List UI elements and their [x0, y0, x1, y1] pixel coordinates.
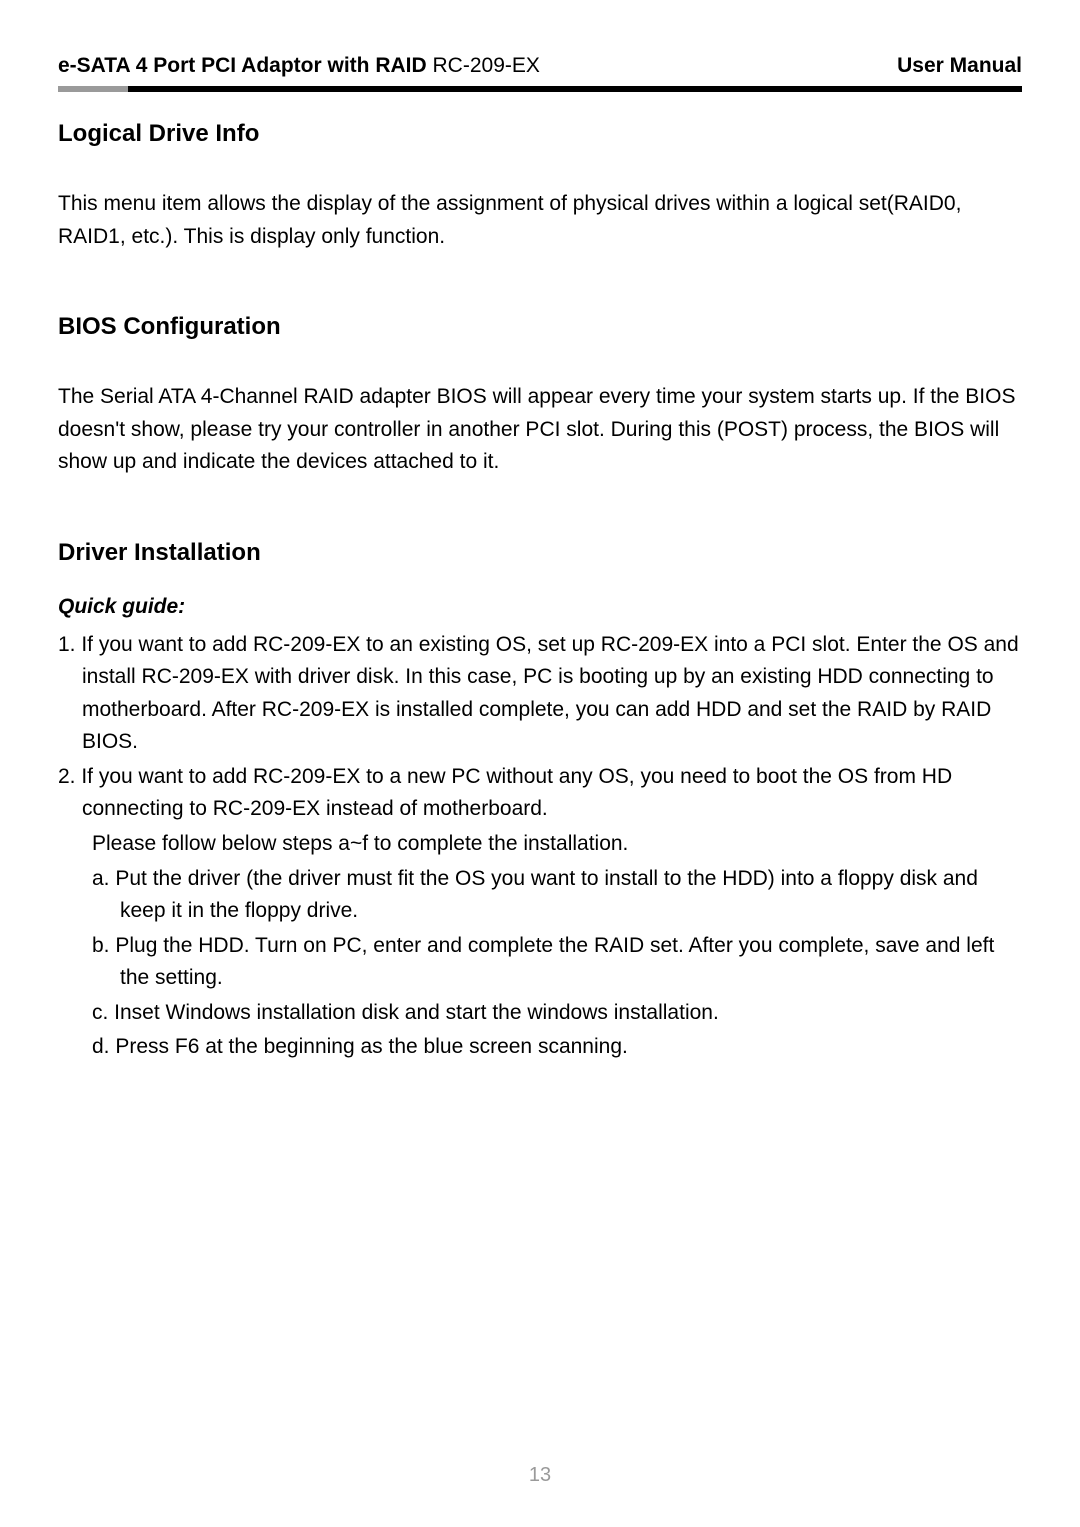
- section-title-logical-drive: Logical Drive Info: [58, 120, 1022, 148]
- quick-guide-label: Quick guide:: [58, 595, 1022, 619]
- header-rule: [58, 86, 1022, 92]
- list-item-c: c. Inset Windows installation disk and s…: [58, 997, 1022, 1030]
- header-rule-gray: [58, 86, 128, 92]
- section-title-bios-config: BIOS Configuration: [58, 313, 1022, 341]
- header-right: User Manual: [897, 54, 1022, 78]
- list-item-d: d. Press F6 at the beginning as the blue…: [58, 1031, 1022, 1064]
- list-item-2-line2: Please follow below steps a~f to complet…: [58, 828, 1022, 861]
- body-bios-config: The Serial ATA 4-Channel RAID adapter BI…: [58, 381, 1022, 479]
- header-row: e-SATA 4 Port PCI Adaptor with RAID RC-2…: [58, 54, 1022, 86]
- page-number: 13: [0, 1464, 1080, 1487]
- page-container: e-SATA 4 Port PCI Adaptor with RAID RC-2…: [0, 0, 1080, 1527]
- list-item-2-line1: 2. If you want to add RC-209-EX to a new…: [58, 761, 1022, 826]
- product-model: RC-209-EX: [427, 54, 540, 77]
- body-logical-drive: This menu item allows the display of the…: [58, 188, 1022, 253]
- header-left: e-SATA 4 Port PCI Adaptor with RAID RC-2…: [58, 54, 540, 78]
- list-item-a: a. Put the driver (the driver must fit t…: [58, 863, 1022, 928]
- list-item-b: b. Plug the HDD. Turn on PC, enter and c…: [58, 930, 1022, 995]
- list-item-1: 1. If you want to add RC-209-EX to an ex…: [58, 629, 1022, 759]
- product-name: e-SATA 4 Port PCI Adaptor with RAID: [58, 54, 427, 77]
- section-title-driver-install: Driver Installation: [58, 539, 1022, 567]
- header-rule-black: [128, 86, 1022, 92]
